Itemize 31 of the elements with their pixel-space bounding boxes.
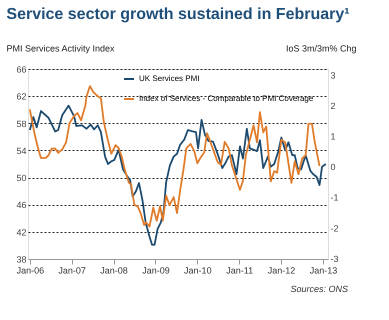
y-tick-label: 66	[16, 64, 26, 74]
x-tick-label: Jan-10	[184, 266, 212, 276]
y-tick-label: 42	[16, 227, 26, 238]
legend-label: Index of Services - Comparable to PMI Coverage	[139, 94, 314, 103]
y2-axis-title: IoS 3m/3m% Chg	[286, 44, 356, 54]
y2-tick-label: 1	[330, 132, 336, 142]
y2-tick-label: 0	[330, 162, 336, 172]
x-tick-label: Jan-13	[310, 266, 338, 276]
y-tick-label: 58	[16, 118, 26, 129]
x-tick-label: Jan-11	[226, 266, 254, 276]
y-tick-label: 46	[16, 200, 26, 210]
x-tick-label: Jan-06	[16, 266, 44, 276]
y2-tick-label: -2	[330, 223, 339, 234]
y2-tick-label: 2	[330, 100, 336, 111]
x-tick-label: Jan-07	[58, 266, 86, 276]
source-note: Sources: ONS	[290, 284, 348, 294]
y-tick-label: 62	[16, 92, 26, 102]
line-series	[28, 85, 320, 228]
y-tick-label: 38	[16, 254, 26, 264]
y2-tick-label: -1	[330, 192, 339, 203]
legend-label: UK Services PMI	[139, 74, 200, 83]
x-tick-label: Jan-08	[100, 266, 128, 276]
y-tick-label: 54	[16, 146, 26, 156]
chart-title: Service sector growth sustained in February¹	[6, 6, 350, 23]
x-tick-label: Jan-09	[142, 266, 170, 276]
x-tick-label: Jan-12	[268, 266, 296, 276]
y-axis-title: PMI Services Activity Index	[6, 44, 116, 54]
y2-tick-label: -3	[330, 254, 339, 264]
y2-tick-label: 3	[330, 70, 336, 80]
line-series	[28, 104, 327, 246]
y-tick-label: 50	[16, 173, 26, 184]
